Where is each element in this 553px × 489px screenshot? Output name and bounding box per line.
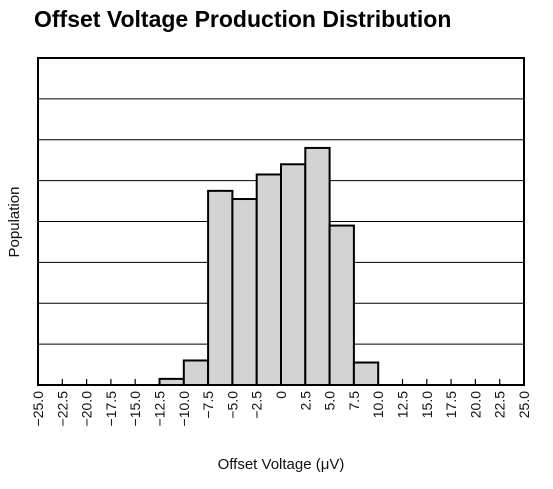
x-tick-label: 0 bbox=[273, 391, 289, 399]
x-tick-label: 7.5 bbox=[346, 391, 362, 411]
histogram-bar bbox=[280, 163, 307, 386]
histogram-bar bbox=[231, 198, 258, 386]
x-tick-label: −17.5 bbox=[103, 391, 119, 427]
histogram-bar bbox=[304, 146, 331, 386]
x-tick-label: −20.0 bbox=[79, 391, 95, 427]
y-axis-title: Population bbox=[6, 187, 23, 258]
x-tick-label: −7.5 bbox=[200, 391, 216, 419]
x-tick-label: −12.5 bbox=[152, 391, 168, 427]
x-tick-label: −25.0 bbox=[30, 391, 46, 427]
x-tick-label: −22.5 bbox=[54, 391, 70, 427]
histogram-bar bbox=[352, 361, 380, 386]
x-tick-label: 25.0 bbox=[516, 391, 532, 418]
x-tick-label: −10.0 bbox=[176, 391, 192, 427]
x-tick-label: 17.5 bbox=[443, 391, 459, 418]
histogram-bar bbox=[207, 189, 234, 386]
x-axis-title: Offset Voltage (μV) bbox=[218, 456, 345, 473]
x-tick-label: −5.0 bbox=[224, 391, 240, 419]
histogram-bar bbox=[255, 173, 283, 386]
x-axis-tick-labels: −25.0 −22.5 −20.0 −17.5 −15.0 −12.5 −10.0 −7.5−… bbox=[30, 391, 532, 427]
x-tick-label: 12.5 bbox=[395, 391, 411, 418]
histogram-bars bbox=[158, 146, 380, 387]
chart-title: Offset Voltage Production Distribution bbox=[34, 6, 452, 32]
x-axis-ticks bbox=[37, 379, 525, 385]
x-tick-label: 2.5 bbox=[297, 391, 313, 411]
x-tick-label: −2.5 bbox=[249, 391, 265, 419]
histogram-bar bbox=[328, 224, 355, 386]
histogram-bar bbox=[182, 359, 210, 387]
x-tick-label: 20.0 bbox=[467, 391, 483, 418]
x-tick-label: 10.0 bbox=[370, 391, 386, 418]
x-tick-label: 5.0 bbox=[322, 391, 338, 411]
x-tick-label: −15.0 bbox=[127, 391, 143, 427]
x-tick-label: 22.5 bbox=[492, 391, 508, 418]
x-tick-label: 15.0 bbox=[419, 391, 435, 418]
